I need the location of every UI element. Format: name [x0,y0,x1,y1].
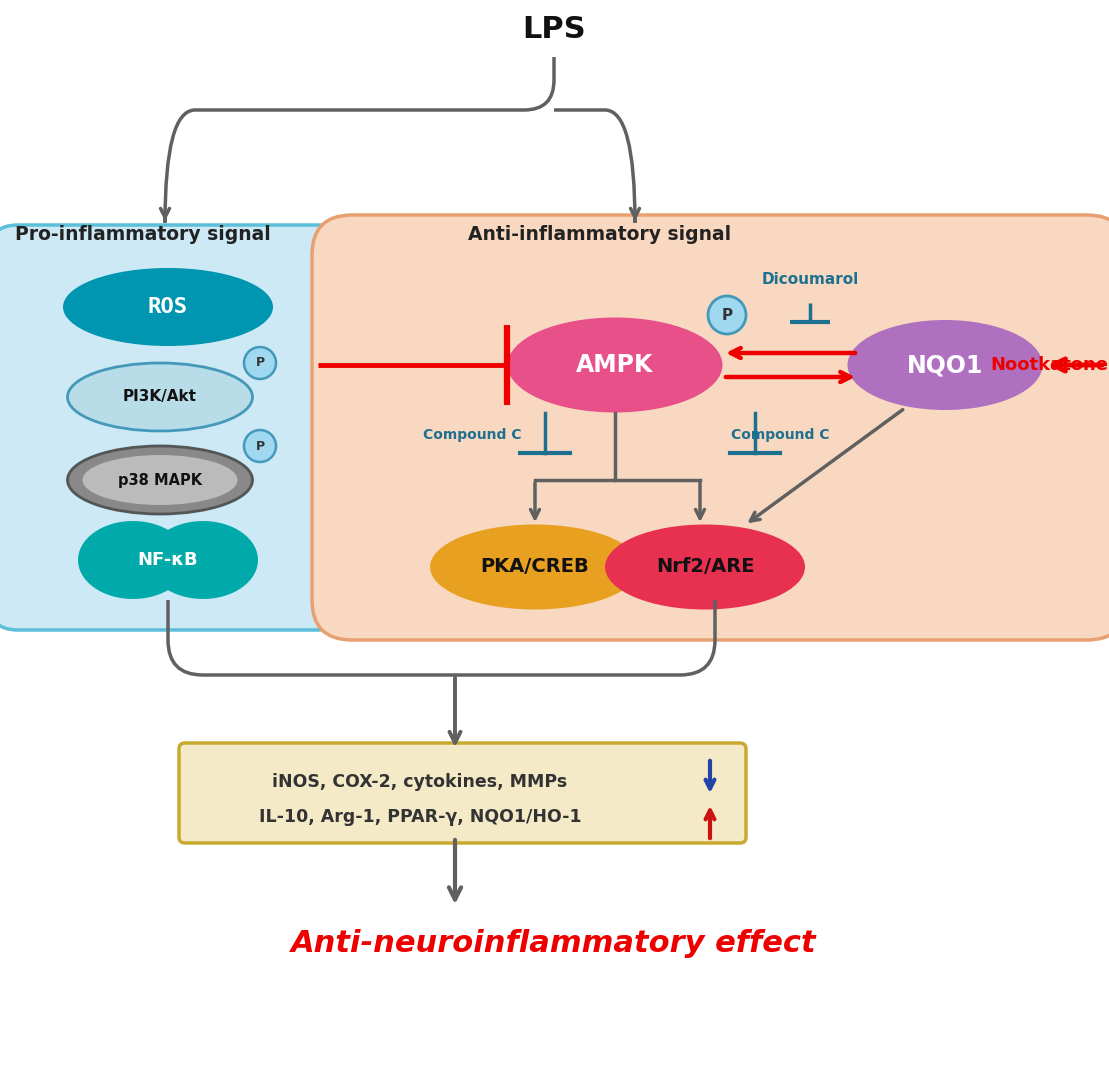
Ellipse shape [244,347,276,379]
Text: LPS: LPS [522,15,586,44]
Text: ROS: ROS [147,297,189,317]
Text: Nrf2/ARE: Nrf2/ARE [655,558,754,576]
Text: Dicoumarol: Dicoumarol [762,272,858,288]
Text: IL-10, Arg-1, PPAR-γ, NQO1/HO-1: IL-10, Arg-1, PPAR-γ, NQO1/HO-1 [258,808,581,826]
Text: P: P [722,307,733,322]
Ellipse shape [430,524,640,610]
FancyBboxPatch shape [179,743,746,843]
Ellipse shape [68,363,253,431]
Ellipse shape [63,268,273,346]
Ellipse shape [82,455,237,505]
Text: p38 MAPK: p38 MAPK [118,472,202,487]
Text: iNOS, COX-2, cytokines, MMPs: iNOS, COX-2, cytokines, MMPs [273,773,568,791]
Ellipse shape [508,318,722,412]
Text: Nootkatone: Nootkatone [990,356,1108,374]
Text: AMPK: AMPK [577,353,653,376]
FancyBboxPatch shape [0,225,348,630]
Text: PI3K/Akt: PI3K/Akt [123,390,197,405]
Text: PKA/CREB: PKA/CREB [480,558,589,576]
Ellipse shape [606,524,805,610]
Text: Anti-neuroinflammatory effect: Anti-neuroinflammatory effect [292,929,817,957]
Ellipse shape [244,430,276,462]
Text: Compound C: Compound C [423,427,521,442]
Text: Compound C: Compound C [731,427,830,442]
Ellipse shape [68,446,253,514]
Text: NQO1: NQO1 [907,353,984,376]
Ellipse shape [78,521,189,599]
Text: NF-κB: NF-κB [138,551,199,569]
Ellipse shape [708,296,746,334]
Ellipse shape [147,521,258,599]
Text: Pro-inflammatory signal: Pro-inflammatory signal [16,226,271,244]
Text: P: P [255,357,265,370]
Ellipse shape [847,320,1042,410]
Text: Anti-inflammatory signal: Anti-inflammatory signal [468,226,732,244]
FancyBboxPatch shape [312,215,1109,640]
Text: P: P [255,439,265,452]
